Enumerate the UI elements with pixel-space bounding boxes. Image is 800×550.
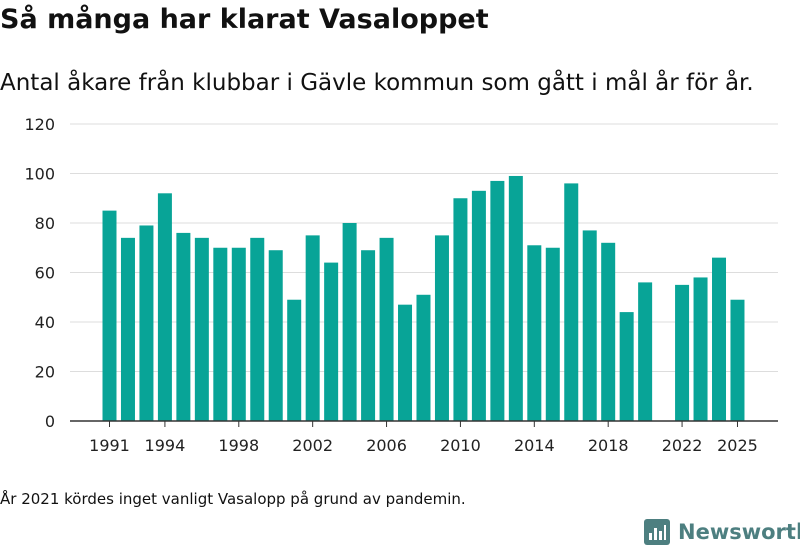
bar (342, 223, 357, 421)
brand-name: Newsworthy (678, 520, 800, 544)
bar (157, 193, 172, 421)
bar-chart: 0 20 40 60 80 100 120 1991 1994 1998 2002 2006 2010… (24, 115, 778, 455)
y-tick-label: 40 (35, 313, 55, 332)
bar (268, 250, 283, 421)
y-tick-label: 20 (35, 363, 55, 382)
bar (176, 232, 191, 421)
bar (287, 299, 302, 421)
x-tick-label: 2025 (717, 436, 758, 455)
bar (471, 190, 486, 421)
bar (213, 247, 228, 421)
bar (305, 235, 320, 421)
bar (730, 299, 745, 421)
x-tick-label: 2014 (514, 436, 555, 455)
bar (545, 247, 560, 421)
bar (361, 250, 376, 421)
y-tick-label: 100 (24, 165, 55, 184)
bar (434, 235, 449, 421)
brand-logo: Newsworthy (644, 519, 800, 545)
bar (693, 277, 708, 421)
x-tick-label: 2006 (366, 436, 407, 455)
x-tick-label: 1994 (145, 436, 186, 455)
bar (120, 237, 135, 421)
bar (601, 242, 616, 421)
bar (582, 230, 597, 421)
bar (379, 237, 394, 421)
bar (619, 312, 634, 421)
x-tick-label: 1998 (218, 436, 259, 455)
bar (508, 175, 523, 421)
bar (102, 210, 117, 421)
chart-subtitle: Antal åkare från klubbar i Gävle kommun … (0, 70, 754, 96)
x-tick-label: 2010 (440, 436, 481, 455)
x-axis-ticks: 1991 1994 1998 2002 2006 2010 2014 2018 2022 2025 (89, 421, 758, 455)
bar (527, 245, 542, 421)
bar-chart-logo-icon (644, 519, 670, 545)
bar (416, 294, 431, 421)
bar (638, 282, 653, 421)
bars (70, 175, 778, 422)
x-tick-label: 2018 (588, 436, 629, 455)
bar (490, 180, 505, 421)
x-tick-label: 1991 (89, 436, 130, 455)
y-tick-label: 60 (35, 264, 55, 283)
bar (712, 257, 727, 421)
y-tick-label: 80 (35, 214, 55, 233)
footnote: År 2021 kördes inget vanligt Vasalopp på… (0, 490, 466, 508)
y-tick-label: 0 (45, 412, 55, 431)
x-tick-label: 2022 (662, 436, 703, 455)
y-tick-label: 120 (24, 115, 55, 134)
bar (250, 237, 265, 421)
bar (324, 262, 339, 421)
x-tick-label: 2002 (292, 436, 333, 455)
bar (675, 284, 690, 421)
bar (231, 247, 246, 421)
chart-title: Så många har klarat Vasaloppet (0, 4, 489, 35)
bar (398, 304, 413, 421)
bar (194, 237, 209, 421)
bar (564, 183, 579, 421)
bar (453, 198, 468, 421)
bar (139, 225, 154, 421)
y-axis-ticks: 0 20 40 60 80 100 120 (24, 115, 55, 431)
